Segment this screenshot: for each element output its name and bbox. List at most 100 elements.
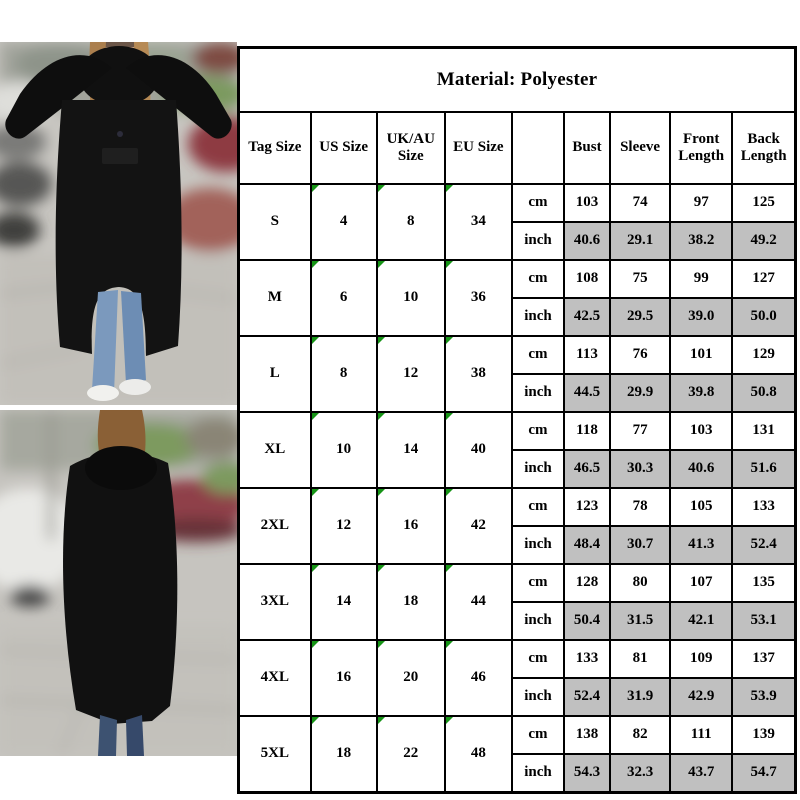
cm-value-1: 76 [609, 335, 672, 375]
size-row-l-inch: inch 44.5 29.9 39.8 50.8 [239, 373, 797, 413]
material-row: Material: Polyester [237, 46, 797, 113]
eu-size-cell: 42 [443, 487, 513, 565]
cm-value-2: 105 [669, 487, 734, 527]
col-header-front-length: Front Length [669, 111, 734, 185]
eu-size-cell: 44 [443, 563, 513, 641]
inch-value-1: 29.1 [609, 221, 672, 261]
inch-value-3: 49.2 [731, 221, 797, 261]
left-arm-raised [5, 55, 112, 139]
cm-value-2: 101 [669, 335, 734, 375]
unit-inch-label: inch [510, 297, 565, 337]
jeans-left-leg [98, 715, 117, 756]
cm-value-2: 109 [669, 639, 734, 679]
inch-value-1: 31.9 [609, 677, 672, 717]
unit-inch-label: inch [510, 525, 565, 565]
inch-value-1: 32.3 [609, 753, 672, 794]
right-arm-raised [126, 55, 232, 139]
unit-inch-label: inch [510, 221, 565, 261]
inch-value-2: 40.6 [669, 449, 734, 489]
inch-value-3: 50.0 [731, 297, 797, 337]
inch-value-3: 53.9 [731, 677, 797, 717]
cm-value-3: 125 [731, 183, 797, 223]
inch-value-1: 31.5 [609, 601, 672, 641]
eu-size-cell: 40 [443, 411, 513, 489]
jeans-left-leg [92, 290, 118, 394]
size-chart-table: Material: Polyester Tag Size US Size UK/… [237, 46, 797, 794]
cm-value-0: 108 [562, 259, 612, 299]
inch-value-3: 51.6 [731, 449, 797, 489]
ukau-size-cell: 8 [375, 183, 446, 261]
unit-inch-label: inch [510, 601, 565, 641]
us-size-cell: 4 [309, 183, 378, 261]
eu-size-cell: 36 [443, 259, 513, 337]
cm-value-1: 74 [609, 183, 672, 223]
unit-inch-label: inch [510, 449, 565, 489]
ukau-size-cell: 22 [375, 715, 446, 794]
jeans-right-leg [121, 291, 146, 384]
eu-size-cell: 46 [443, 639, 513, 717]
cm-value-0: 103 [562, 183, 612, 223]
inch-value-3: 53.1 [731, 601, 797, 641]
size-row-5xl-inch: inch 54.3 32.3 43.7 54.7 [239, 753, 797, 794]
tag-size-cell: L [237, 335, 312, 413]
inch-value-2: 43.7 [669, 753, 734, 794]
size-row-s-inch: inch 40.6 29.1 38.2 49.2 [239, 221, 797, 261]
jeans-right-leg [126, 715, 144, 756]
col-header-bust: Bust [562, 111, 612, 185]
unit-inch-label: inch [510, 753, 565, 794]
white-sneaker-right [119, 379, 151, 395]
size-row-4xl-inch: inch 52.4 31.9 42.9 53.9 [239, 677, 797, 717]
col-header-eu-size: EU Size [443, 111, 513, 185]
inch-value-2: 39.8 [669, 373, 734, 413]
chest-pocket-flap [102, 148, 138, 164]
inch-value-0: 50.4 [562, 601, 612, 641]
cm-value-1: 80 [609, 563, 672, 603]
col-header-sleeve: Sleeve [609, 111, 672, 185]
ukau-size-cell: 18 [375, 563, 446, 641]
cm-value-1: 78 [609, 487, 672, 527]
ukau-size-cell: 14 [375, 411, 446, 489]
cm-value-3: 137 [731, 639, 797, 679]
inch-value-0: 54.3 [562, 753, 612, 794]
cm-value-2: 99 [669, 259, 734, 299]
sunglasses [104, 42, 136, 47]
column-header-row: Tag Size US Size UK/AU Size EU Size Bust… [237, 111, 797, 185]
cm-value-1: 81 [609, 639, 672, 679]
tag-size-cell: M [237, 259, 312, 337]
col-header-ukau-size: UK/AU Size [375, 111, 446, 185]
unit-inch-label: inch [510, 677, 565, 717]
eu-size-cell: 48 [443, 715, 513, 794]
cm-value-3: 133 [731, 487, 797, 527]
eu-size-cell: 38 [443, 335, 513, 413]
us-size-cell: 14 [309, 563, 378, 641]
inch-value-1: 30.3 [609, 449, 672, 489]
unit-cm-label: cm [510, 259, 565, 299]
inch-value-0: 44.5 [562, 373, 612, 413]
col-header-back-length: Back Length [731, 111, 797, 185]
col-header-us-size: US Size [309, 111, 378, 185]
size-row-5xl-cm: 5XL 18 22 48 cm 138 82 111 139 [237, 715, 797, 794]
size-row-xl-inch: inch 46.5 30.3 40.6 51.6 [239, 449, 797, 489]
us-size-cell: 10 [309, 411, 378, 489]
cm-value-3: 131 [731, 411, 797, 451]
inch-value-3: 52.4 [731, 525, 797, 565]
ukau-size-cell: 16 [375, 487, 446, 565]
us-size-cell: 12 [309, 487, 378, 565]
model-back-figure [63, 410, 178, 756]
size-table-body: S 4 8 34 cm 103 74 97 125 inch 40.6 29.1 38.2 49.2 M 6 1… [237, 183, 797, 794]
ukau-size-cell: 20 [375, 639, 446, 717]
unit-cm-label: cm [510, 715, 565, 755]
us-size-cell: 16 [309, 639, 378, 717]
inch-value-3: 54.7 [731, 753, 797, 794]
size-row-4xl-cm: 4XL 16 20 46 cm 133 81 109 137 [237, 639, 797, 717]
tag-size-cell: 3XL [237, 563, 312, 641]
model-front-figure [5, 42, 232, 401]
cm-value-3: 127 [731, 259, 797, 299]
cm-value-0: 118 [562, 411, 612, 451]
size-row-l-cm: L 8 12 38 cm 113 76 101 129 [237, 335, 797, 413]
cm-value-1: 77 [609, 411, 672, 451]
unit-cm-label: cm [510, 335, 565, 375]
inch-value-0: 40.6 [562, 221, 612, 261]
size-row-s-cm: S 4 8 34 cm 103 74 97 125 [237, 183, 797, 261]
black-coat-back [63, 452, 178, 724]
